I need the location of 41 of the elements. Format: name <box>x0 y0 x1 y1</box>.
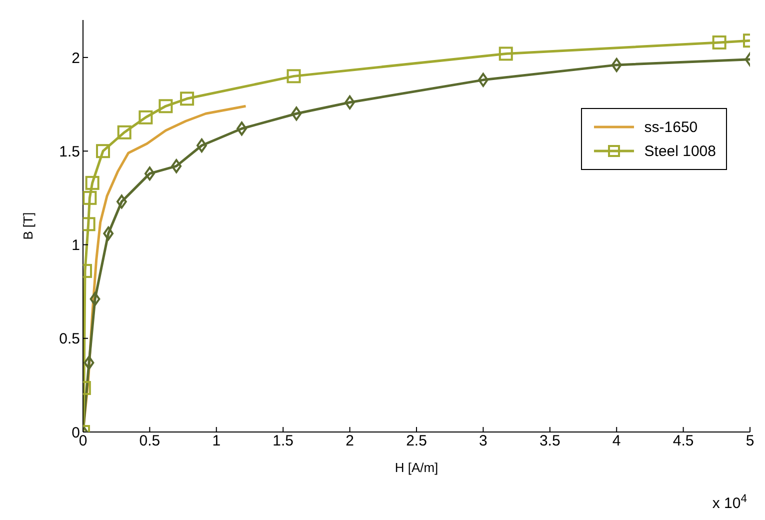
point <box>103 226 114 240</box>
x-tick-label: 4.5 <box>672 432 694 450</box>
point <box>116 194 127 209</box>
point <box>96 144 110 158</box>
point <box>344 95 355 110</box>
point <box>171 159 182 174</box>
y-tick-label: 1.5 <box>59 143 80 160</box>
text: x 10$^{4}$ <box>712 493 747 512</box>
point <box>236 122 247 136</box>
y-tick-label: 1 <box>72 237 80 254</box>
x-axis-title: H [A/m] <box>394 460 438 475</box>
point <box>286 69 301 84</box>
point <box>90 292 100 306</box>
x-tick-label: 1.5 <box>272 432 294 450</box>
point <box>85 176 100 190</box>
point <box>144 166 155 181</box>
point <box>478 72 488 87</box>
x-tick-label: 2.5 <box>406 432 427 450</box>
y-tick-label: 2 <box>72 50 80 67</box>
point <box>291 106 302 121</box>
x-tick-label: 3 <box>479 432 488 450</box>
point <box>84 356 94 370</box>
legend-label: ss-1650 <box>644 118 698 136</box>
point <box>712 35 726 50</box>
y-axis-title: B [T] <box>20 212 36 240</box>
point <box>158 99 173 114</box>
point <box>180 92 194 106</box>
point <box>138 110 153 124</box>
x-tick-label: 5 <box>746 432 754 450</box>
point <box>498 46 513 61</box>
x-tick-label: 2 <box>346 432 354 450</box>
point <box>196 138 207 152</box>
point <box>83 190 97 205</box>
x-tick-label: 4 <box>612 432 621 450</box>
point <box>117 125 132 140</box>
point <box>611 58 622 72</box>
x-tick-label: 1 <box>212 432 221 450</box>
x-tick-label: 3.5 <box>539 432 560 450</box>
y-tick-label: 0.5 <box>59 330 80 348</box>
legend-label: Steel 1008 <box>644 142 716 160</box>
x-tick-label: 0.5 <box>139 432 160 450</box>
